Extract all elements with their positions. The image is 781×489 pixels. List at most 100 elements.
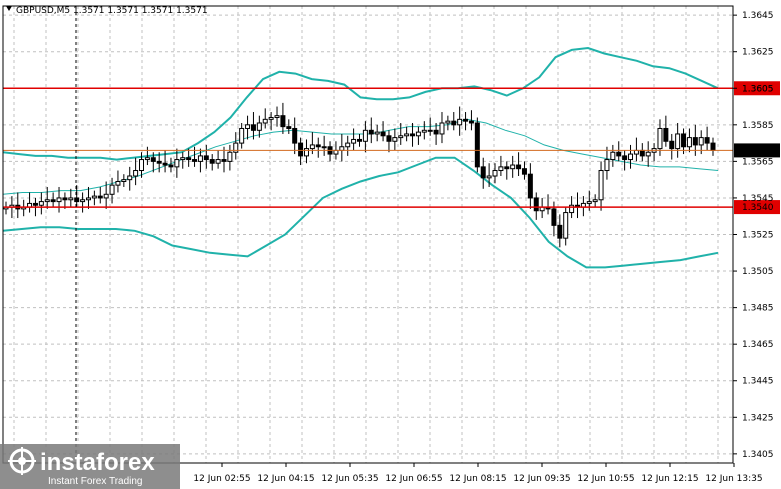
horizontal-levels: 1.3605 1.3540 1.3571: [3, 81, 780, 215]
candle-body: [144, 157, 150, 161]
candle-body: [133, 170, 139, 177]
candle-body: [180, 157, 186, 161]
watermark-brand: instaforex: [40, 449, 155, 476]
level-badge: [734, 81, 780, 96]
candle-body: [186, 157, 192, 161]
candle-body: [386, 135, 392, 142]
candle-body: [333, 149, 339, 155]
candle-body: [339, 146, 345, 151]
candle-body: [280, 115, 286, 128]
candle-body: [209, 159, 215, 164]
candle-body: [268, 117, 274, 120]
candle-body: [686, 137, 692, 148]
candle-body: [233, 142, 239, 153]
x-tick-label: 12 Jun 08:15: [449, 474, 506, 484]
candle-body: [256, 122, 262, 131]
candle-body: [451, 120, 457, 126]
candle-body: [692, 137, 698, 146]
candle-body: [551, 208, 557, 226]
symbol-header: GBPUSD,M5 1.3571 1.3571 1.3571 1.3571: [16, 6, 208, 16]
bollinger-upper-line: [2, 46, 719, 161]
candle-body: [362, 129, 368, 142]
candlesticks: [3, 102, 716, 248]
x-tick-label: 12 Jun 04:15: [257, 474, 314, 484]
x-tick-label: 12 Jun 09:35: [513, 474, 570, 484]
candle-body: [586, 201, 592, 204]
x-tick-label: 12 Jun 12:15: [641, 474, 698, 484]
y-tick-label: 1.3565: [742, 157, 774, 167]
candle-body: [80, 199, 86, 203]
x-tick-label: 12 Jun 05:35: [321, 474, 378, 484]
candle-body: [410, 133, 416, 137]
candle-body: [203, 155, 209, 161]
candle-body: [698, 137, 704, 146]
candle-body: [292, 127, 298, 144]
candle-body: [374, 131, 380, 135]
x-tick-label: 12 Jun 02:55: [193, 474, 250, 484]
candle-body: [109, 184, 115, 195]
candle-body: [510, 164, 516, 170]
candle-body: [103, 193, 109, 199]
candle-body: [663, 127, 669, 142]
candle-body: [710, 142, 716, 151]
y-tick-label: 1.3485: [742, 304, 774, 314]
candle-body: [463, 118, 469, 122]
candle-body: [622, 155, 628, 161]
candle-body: [286, 126, 292, 129]
candle-body: [704, 137, 710, 144]
candle-body: [91, 195, 97, 199]
candle-body: [74, 197, 80, 203]
candle-body: [598, 170, 604, 201]
watermark-tagline: Instant Forex Trading: [48, 476, 143, 487]
y-tick-label: 1.3525: [742, 231, 774, 241]
collapse-arrow-icon[interactable]: [6, 6, 12, 11]
candle-body: [480, 166, 486, 179]
candle-body: [628, 153, 634, 161]
candle-body: [457, 118, 463, 126]
candle-body: [516, 164, 522, 170]
candle-body: [215, 159, 221, 164]
candle-body: [533, 197, 539, 212]
candle-body: [639, 149, 645, 157]
candle-body: [610, 151, 616, 161]
candle-body: [468, 120, 474, 124]
candle-body: [221, 159, 227, 162]
candle-body: [321, 146, 327, 149]
x-tick-label: 12 Jun 13:35: [705, 474, 762, 484]
candle-body: [427, 129, 433, 132]
candle-body: [380, 131, 386, 137]
candle-body: [298, 142, 304, 157]
candle-body: [168, 164, 174, 168]
candle-body: [38, 201, 44, 206]
candle-body: [351, 138, 357, 144]
y-tick-label: 1.3445: [742, 377, 774, 387]
candle-body: [669, 140, 675, 150]
candle-body: [127, 175, 133, 181]
y-tick-label: 1.3645: [742, 11, 774, 21]
candle-body: [592, 199, 598, 203]
candle-body: [616, 151, 622, 157]
y-tick-label: 1.3585: [742, 121, 774, 131]
candle-body: [557, 224, 563, 239]
candle-body: [521, 168, 527, 175]
candle-body: [250, 124, 256, 131]
candle-body: [645, 151, 651, 157]
candle-body: [433, 129, 439, 135]
candle-body: [68, 197, 74, 201]
candle-body: [392, 137, 398, 142]
candle-body: [162, 162, 168, 166]
candle-body: [681, 133, 687, 148]
candle-body: [675, 133, 681, 150]
level-badge-label: 1.3605: [742, 84, 774, 94]
candle-body: [563, 212, 569, 239]
y-tick-label: 1.3505: [742, 267, 774, 277]
instaforex-logo-icon: [8, 447, 36, 475]
candle-body: [32, 202, 38, 206]
candle-body: [421, 129, 427, 133]
current-price-badge: [734, 143, 780, 158]
candle-body: [139, 159, 145, 172]
y-tick-label: 1.3425: [742, 413, 774, 423]
candle-body: [604, 159, 610, 172]
